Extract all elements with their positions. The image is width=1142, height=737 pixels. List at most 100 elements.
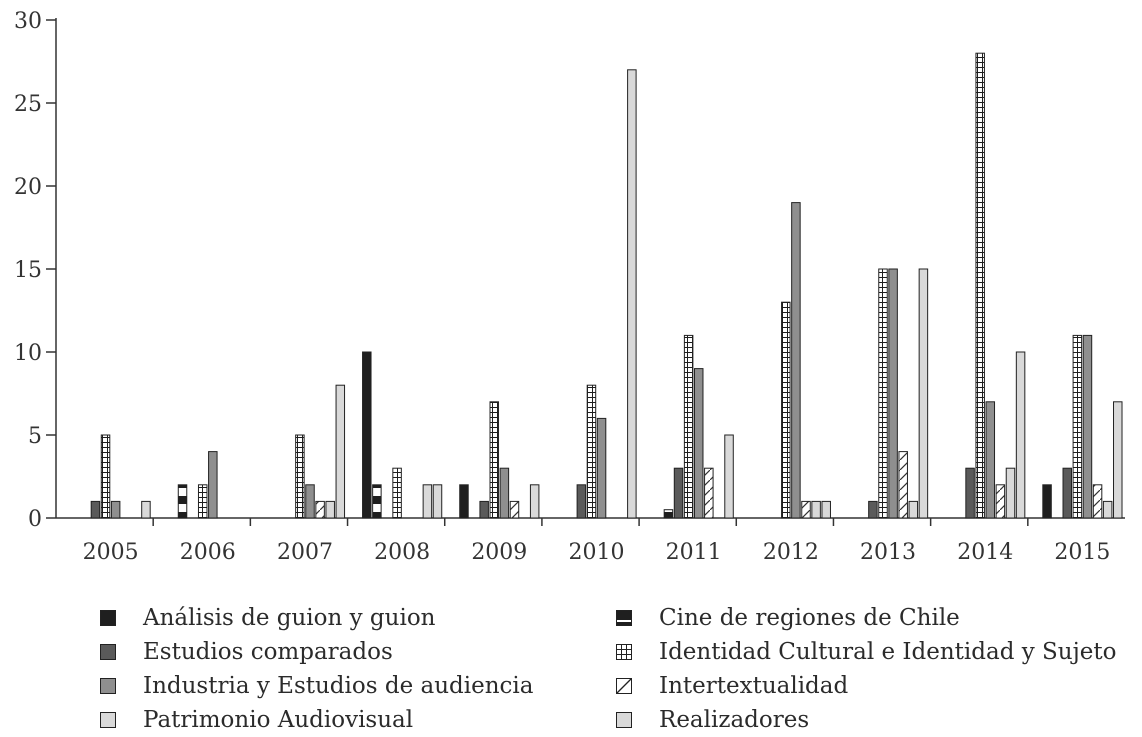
bar: [586, 384, 597, 519]
bar: [177, 484, 188, 519]
legend-label: Estudios comparados: [143, 639, 393, 665]
bar: [295, 434, 305, 519]
x-tick-label: 2013: [860, 540, 916, 565]
bar: [335, 384, 346, 519]
bar: [673, 467, 684, 519]
x-tick-label: 2007: [277, 540, 333, 565]
bar: [1062, 467, 1073, 519]
bar: [627, 69, 637, 519]
bar: [479, 500, 489, 519]
bar: [704, 467, 714, 519]
legend-swatch: [616, 712, 632, 728]
bar: [305, 484, 315, 519]
bar: [392, 467, 402, 519]
x-tick-label: 2010: [569, 540, 625, 565]
x-tick-label: 2014: [957, 540, 1013, 565]
bar: [325, 500, 335, 519]
legend-item: Industria y Estudios de audiencia: [100, 670, 533, 702]
bar: [801, 500, 811, 519]
bar: [1113, 401, 1123, 519]
bar: [975, 52, 985, 519]
bar: [663, 509, 674, 519]
bar: [724, 434, 734, 519]
bar: [596, 417, 607, 519]
bar: [197, 484, 208, 519]
legend-label: Patrimonio Audiovisual: [143, 707, 414, 733]
bar: [362, 351, 372, 519]
bar: [868, 500, 878, 519]
bar: [1072, 334, 1083, 519]
x-tick-label: 2015: [1054, 540, 1110, 565]
legend-swatch: [100, 712, 116, 728]
x-tick-label: 2011: [666, 540, 722, 565]
bar: [878, 268, 888, 519]
bar: [1102, 500, 1113, 519]
legend-item: Intertextualidad: [616, 670, 848, 702]
y-tick-label: 0: [28, 507, 42, 532]
legend-swatch: [616, 644, 632, 660]
bar: [100, 434, 111, 519]
legend-item: Análisis de guion y guion: [100, 602, 436, 634]
bar: [110, 500, 121, 519]
bar: [509, 500, 520, 519]
chart-legend: Análisis de guion y guion Estudios compar…: [0, 600, 1142, 737]
bar: [576, 484, 587, 519]
bar: [908, 500, 919, 519]
y-tick-label: 5: [28, 424, 42, 449]
bar: [499, 467, 510, 519]
y-tick-label: 15: [14, 258, 42, 283]
legend-swatch: [100, 678, 116, 694]
legend-swatch: [616, 678, 632, 694]
bar: [489, 401, 500, 519]
bar: [811, 500, 821, 519]
bar: [965, 467, 975, 519]
legend-swatch: [100, 610, 116, 626]
legend-label: Análisis de guion y guion: [143, 605, 436, 631]
legend-item: Patrimonio Audiovisual: [100, 704, 413, 736]
bar: [995, 484, 1006, 519]
bar: [1015, 351, 1026, 519]
bar: [141, 500, 151, 519]
legend-item: Realizadores: [616, 704, 809, 736]
bar: [683, 334, 694, 519]
bar: [208, 451, 218, 519]
legend-label: Identidad Cultural e Identidad y Sujeto: [659, 639, 1117, 665]
x-tick-label: 2009: [471, 540, 527, 565]
legend-item: Cine de regiones de Chile: [616, 602, 960, 634]
legend-label: Cine de regiones de Chile: [659, 605, 960, 631]
bar: [693, 368, 704, 519]
bar: [791, 202, 801, 519]
bar: [821, 500, 831, 519]
chart-bars: [90, 52, 1123, 519]
bar: [372, 484, 382, 519]
legend-item: Identidad Cultural e Identidad y Sujeto: [616, 636, 1116, 668]
legend-label: Industria y Estudios de audiencia: [143, 673, 534, 699]
y-tick-label: 20: [14, 175, 42, 200]
chart-tick-labels: 0 5 10 15 20 25 30 2005 2006 2007 2008 2009 2010 2011…: [14, 9, 1110, 565]
bar: [1042, 484, 1052, 519]
bar: [1005, 467, 1016, 519]
y-tick-label: 30: [14, 9, 42, 34]
legend-label: Intertextualidad: [659, 673, 849, 699]
x-tick-label: 2008: [374, 540, 430, 565]
bar: [1082, 334, 1093, 519]
bar: [781, 301, 791, 519]
bar-chart: 0 5 10 15 20 25 30 2005 2006 2007 2008 2009 2010 2011…: [14, 9, 1125, 565]
y-tick-label: 10: [14, 341, 42, 366]
bar: [1092, 484, 1103, 519]
bar: [529, 484, 540, 519]
bar: [918, 268, 929, 519]
legend-label: Realizadores: [659, 707, 810, 733]
bar: [432, 484, 443, 519]
bar: [459, 484, 469, 519]
bar: [90, 500, 101, 519]
bar: [985, 401, 996, 519]
bar: [422, 484, 433, 519]
legend-swatch: [100, 644, 116, 660]
x-tick-label: 2006: [180, 540, 236, 565]
y-tick-label: 25: [14, 92, 42, 117]
bar: [315, 500, 325, 519]
bar: [888, 268, 898, 519]
legend-swatch: [616, 610, 632, 626]
bar: [898, 451, 908, 519]
